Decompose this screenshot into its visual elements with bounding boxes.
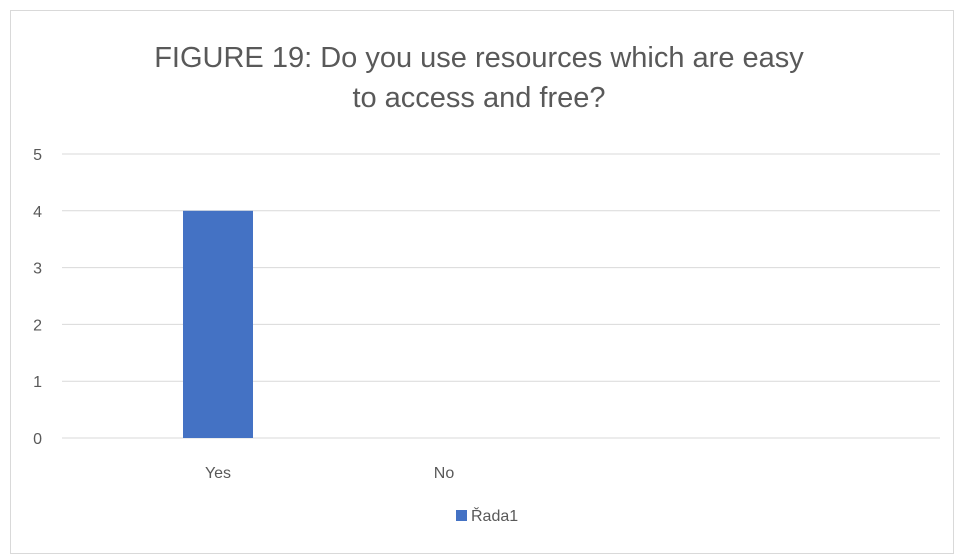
y-tick-label-1: 1 bbox=[33, 374, 42, 391]
legend-swatch-series-0 bbox=[456, 510, 467, 521]
y-tick-label-2: 2 bbox=[33, 317, 42, 334]
x-category-label-yes: Yes bbox=[205, 465, 231, 482]
legend-label-series-0: Řada1 bbox=[471, 506, 518, 525]
x-category-label-no: No bbox=[434, 465, 455, 482]
chart-title-line-2: to access and free? bbox=[352, 82, 606, 114]
bar-yes bbox=[183, 210, 253, 438]
y-tick-label-5: 5 bbox=[33, 147, 42, 164]
chart-title: FIGURE 19: Do you use resources which ar… bbox=[0, 38, 958, 118]
y-tick-label-4: 4 bbox=[33, 204, 42, 221]
chart-frame bbox=[10, 10, 954, 554]
chart-title-line-1: FIGURE 19: Do you use resources which ar… bbox=[154, 42, 804, 74]
y-tick-label-3: 3 bbox=[33, 261, 42, 278]
y-tick-label-0: 0 bbox=[33, 431, 42, 448]
